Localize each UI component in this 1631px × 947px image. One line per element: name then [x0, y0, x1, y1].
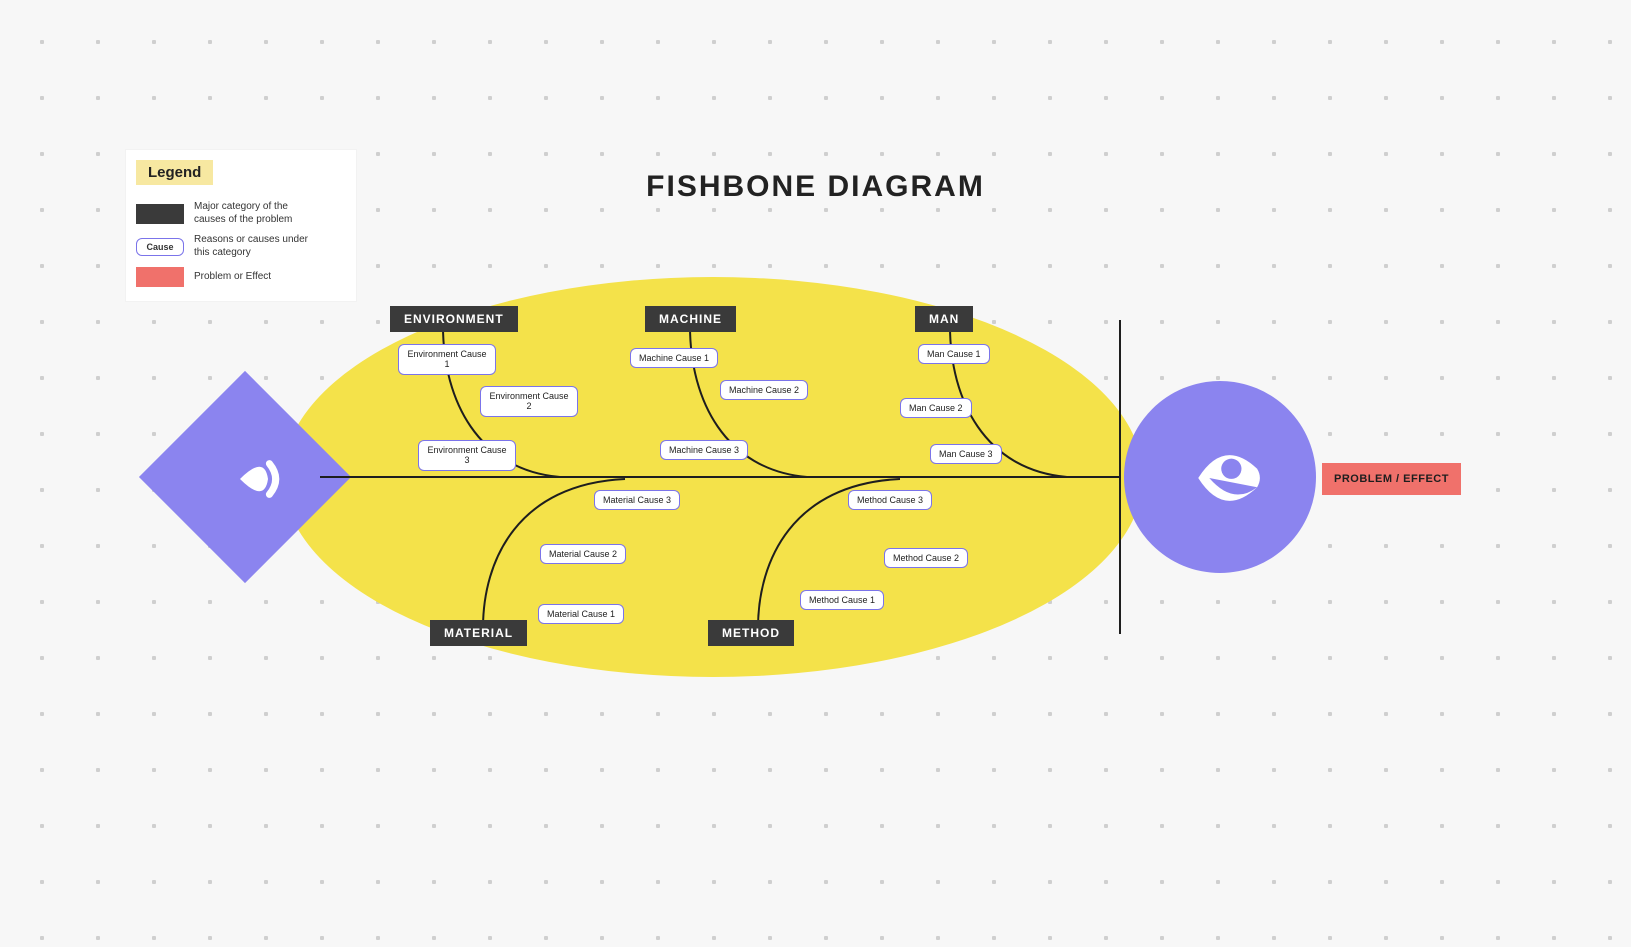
category-label: MAN	[915, 306, 973, 332]
legend-panel: Legend Major category of the causes of t…	[126, 150, 356, 301]
category-label: ENVIRONMENT	[390, 306, 518, 332]
legend-row-category: Major category of the causes of the prob…	[136, 201, 346, 226]
cause-pill: Man Cause 3	[930, 444, 1002, 464]
legend-swatch-effect	[136, 267, 184, 287]
legend-text-category: Major category of the causes of the prob…	[194, 201, 314, 226]
cause-pill: Method Cause 3	[848, 490, 932, 510]
category-label: MATERIAL	[430, 620, 527, 646]
legend-swatch-cause: Cause	[136, 238, 184, 256]
cause-pill: Machine Cause 1	[630, 348, 718, 368]
cause-pill: Material Cause 3	[594, 490, 680, 510]
cause-pill: Environment Cause 3	[418, 440, 516, 471]
legend-swatch-category	[136, 204, 184, 224]
cause-pill: Method Cause 2	[884, 548, 968, 568]
effect-label: PROBLEM / EFFECT	[1322, 463, 1461, 495]
fish-head-icon	[1178, 432, 1270, 524]
legend-title: Legend	[136, 160, 213, 185]
category-label: MACHINE	[645, 306, 736, 332]
cause-pill: Man Cause 2	[900, 398, 972, 418]
fish-spine-line	[320, 476, 1120, 478]
cause-pill: Environment Cause 2	[480, 386, 578, 417]
legend-row-effect: Problem or Effect	[136, 267, 346, 287]
fish-head-vline	[1119, 320, 1121, 634]
legend-text-effect: Problem or Effect	[194, 271, 271, 284]
legend-text-cause: Reasons or causes under this category	[194, 234, 314, 259]
cause-pill: Machine Cause 3	[660, 440, 748, 460]
cause-pill: Man Cause 1	[918, 344, 990, 364]
cause-pill: Environment Cause 1	[398, 344, 496, 375]
fish-tail-icon	[226, 444, 296, 514]
cause-pill: Method Cause 1	[800, 590, 884, 610]
cause-pill: Material Cause 1	[538, 604, 624, 624]
legend-row-cause: Cause Reasons or causes under this categ…	[136, 234, 346, 259]
category-label: METHOD	[708, 620, 794, 646]
cause-pill: Material Cause 2	[540, 544, 626, 564]
cause-pill: Machine Cause 2	[720, 380, 808, 400]
